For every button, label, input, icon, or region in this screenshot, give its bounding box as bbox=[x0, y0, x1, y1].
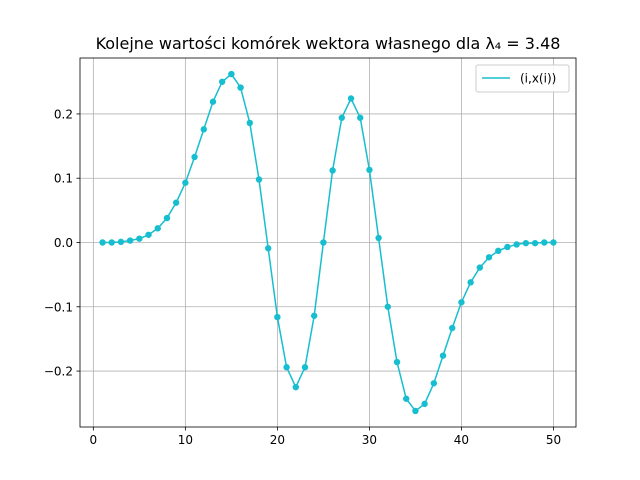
x-tick-label: 10 bbox=[178, 433, 193, 447]
data-point bbox=[310, 312, 318, 319]
data-point bbox=[209, 98, 217, 105]
data-point bbox=[467, 279, 474, 286]
data-point bbox=[421, 400, 428, 408]
data-point bbox=[117, 238, 125, 246]
data-point bbox=[476, 264, 484, 271]
data-point bbox=[403, 395, 410, 402]
data-point bbox=[449, 324, 456, 332]
data-point bbox=[522, 239, 530, 247]
data-point bbox=[504, 243, 511, 251]
data-point bbox=[329, 167, 336, 174]
data-point bbox=[163, 214, 171, 222]
data-point bbox=[246, 119, 253, 127]
grid bbox=[80, 58, 576, 427]
data-point bbox=[264, 245, 272, 252]
x-tick-label: 0 bbox=[90, 433, 98, 447]
data-point bbox=[458, 299, 465, 306]
y-tick-label: 0.2 bbox=[54, 107, 73, 121]
data-point bbox=[237, 84, 244, 91]
ticks: 0 10 20 30 40 50 −0.2 −0.1 0.0 0.1 0.2 bbox=[44, 107, 561, 447]
data-point bbox=[145, 231, 152, 238]
x-tick-label: 20 bbox=[270, 433, 285, 447]
y-tick-label: 0.1 bbox=[54, 172, 73, 186]
data-point bbox=[550, 239, 557, 246]
data-point bbox=[375, 234, 382, 242]
data-point bbox=[154, 225, 161, 232]
data-point bbox=[513, 241, 520, 248]
data-point bbox=[439, 352, 447, 359]
data-point bbox=[99, 239, 106, 246]
legend-label: (i,x(i)) bbox=[520, 72, 556, 86]
data-point bbox=[108, 239, 115, 246]
data-point bbox=[412, 407, 419, 415]
data-point bbox=[384, 303, 392, 310]
x-tick-label: 50 bbox=[546, 433, 561, 447]
data-point bbox=[495, 247, 502, 255]
series-layer bbox=[99, 70, 557, 415]
data-point bbox=[292, 383, 299, 391]
data-point bbox=[136, 235, 143, 242]
y-tick-label: 0.0 bbox=[54, 236, 73, 250]
data-point bbox=[255, 176, 263, 183]
data-point bbox=[191, 153, 198, 161]
data-point bbox=[531, 239, 539, 247]
data-point bbox=[172, 199, 180, 206]
data-point bbox=[430, 380, 438, 387]
data-point bbox=[200, 126, 207, 133]
data-point bbox=[541, 239, 548, 246]
y-tick-label: −0.2 bbox=[44, 365, 73, 379]
data-point bbox=[347, 95, 355, 102]
data-point bbox=[274, 313, 281, 321]
data-point bbox=[301, 364, 309, 371]
legend: (i,x(i)) bbox=[475, 64, 570, 93]
data-point bbox=[485, 254, 493, 261]
data-point bbox=[182, 179, 189, 186]
legend-box bbox=[475, 64, 570, 93]
chart-title: Kolejne wartości komórek wektora własneg… bbox=[96, 34, 561, 53]
data-point bbox=[126, 237, 134, 244]
data-point bbox=[393, 358, 401, 366]
data-point bbox=[283, 364, 290, 371]
data-point bbox=[320, 239, 327, 246]
data-point bbox=[338, 114, 346, 121]
data-point bbox=[218, 78, 226, 85]
data-point bbox=[366, 166, 373, 174]
y-tick-label: −0.1 bbox=[44, 300, 73, 314]
data-point bbox=[228, 70, 235, 78]
data-point bbox=[357, 114, 364, 121]
x-tick-label: 40 bbox=[454, 433, 469, 447]
x-tick-label: 30 bbox=[362, 433, 377, 447]
